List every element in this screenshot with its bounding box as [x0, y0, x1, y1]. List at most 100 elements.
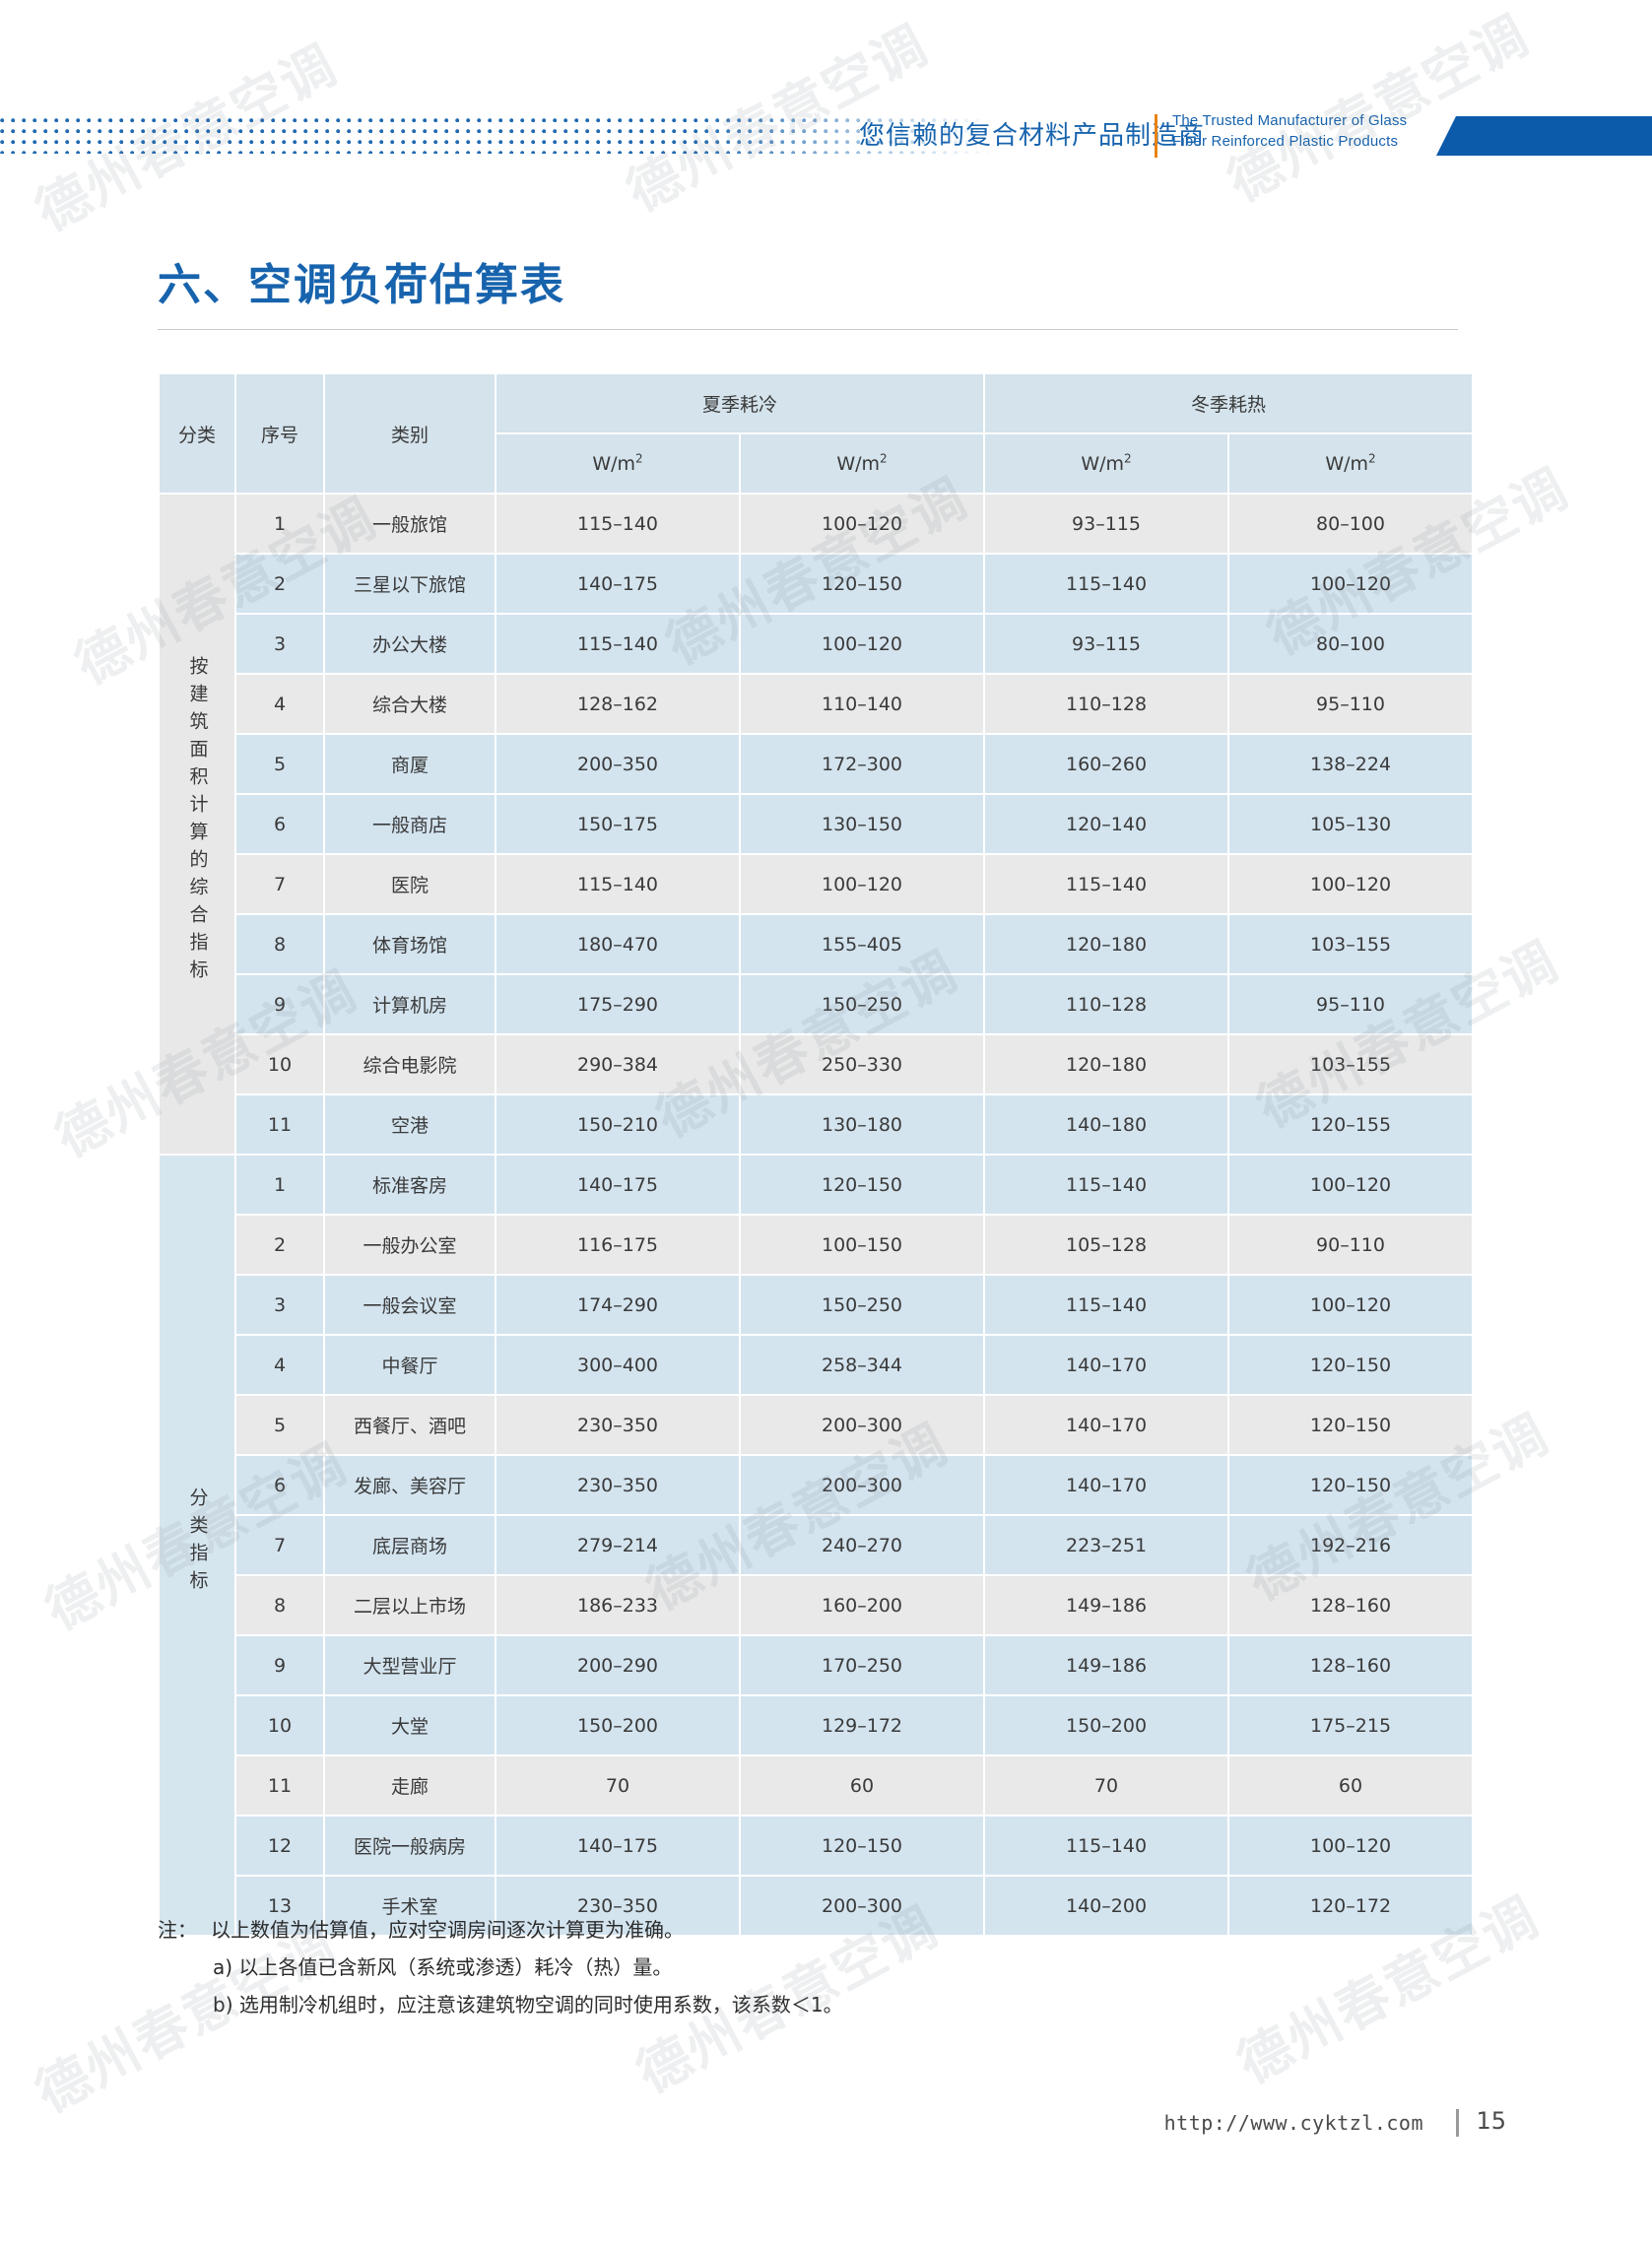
- summer-value-a: 300–400: [496, 1336, 739, 1394]
- note-line-0: 以上数值为估算值，应对空调房间逐次计算更为准确。: [211, 1918, 684, 1942]
- footer-website-url[interactable]: http://www.cyktzl.com: [1163, 2111, 1423, 2135]
- row-index-cell: 3: [236, 1276, 323, 1334]
- table-header-row-2: W/m2 W/m2 W/m2 W/m2: [160, 434, 1473, 493]
- th-index: 序号: [236, 374, 323, 493]
- summer-value-b: 200–300: [741, 1877, 984, 1935]
- winter-value-a: 115–140: [985, 1817, 1228, 1875]
- winter-value-a: 140–170: [985, 1336, 1228, 1394]
- summer-value-a: 230–350: [496, 1396, 739, 1454]
- summer-value-b: 120–150: [741, 1156, 984, 1214]
- winter-value-a: 115–140: [985, 1156, 1228, 1214]
- row-index-cell: 10: [236, 1696, 323, 1754]
- row-type-cell: 走廊: [325, 1756, 495, 1815]
- winter-value-a: 140–180: [985, 1095, 1228, 1154]
- row-index-cell: 1: [236, 1156, 323, 1214]
- row-index-cell: 10: [236, 1035, 323, 1093]
- unit-exponent: 2: [1124, 451, 1132, 466]
- summer-value-b: 250–330: [741, 1035, 984, 1093]
- table-head: 分类 序号 类别 夏季耗冷 冬季耗热 W/m2 W/m2 W/m2 W/m2: [160, 374, 1473, 493]
- table-row: 9 大型营业厅 200–290 170–250 149–186 128–160: [160, 1636, 1473, 1694]
- winter-value-a: 120–140: [985, 795, 1228, 853]
- winter-value-b: 100–120: [1229, 1817, 1473, 1875]
- summer-value-b: 150–250: [741, 975, 984, 1033]
- summer-value-b: 120–150: [741, 555, 984, 613]
- summer-value-b: 110–140: [741, 675, 984, 733]
- summer-value-a: 115–140: [496, 615, 739, 673]
- table-row: 11 走廊 70 60 70 60: [160, 1756, 1473, 1815]
- row-type-cell: 三星以下旅馆: [325, 555, 495, 613]
- unit-exponent: 2: [1368, 451, 1376, 466]
- unit-exponent: 2: [880, 451, 888, 466]
- summer-value-a: 180–470: [496, 915, 739, 973]
- summer-value-b: 120–150: [741, 1817, 984, 1875]
- winter-value-a: 70: [985, 1756, 1228, 1815]
- row-type-cell: 体育场馆: [325, 915, 495, 973]
- load-table-wrapper: 分类 序号 类别 夏季耗冷 冬季耗热 W/m2 W/m2 W/m2 W/m2 按…: [158, 372, 1473, 1937]
- winter-value-b: 100–120: [1229, 1156, 1473, 1214]
- summer-value-b: 130–150: [741, 795, 984, 853]
- winter-value-b: 138–224: [1229, 735, 1473, 793]
- row-type-cell: 计算机房: [325, 975, 495, 1033]
- winter-value-a: 140–170: [985, 1396, 1228, 1454]
- table-row: 7 医院 115–140 100–120 115–140 100–120: [160, 855, 1473, 913]
- winter-value-a: 115–140: [985, 555, 1228, 613]
- unit-label: W/m: [836, 452, 881, 475]
- category-label: 按建筑面积计算的综合指标: [186, 656, 209, 987]
- winter-value-b: 120–150: [1229, 1336, 1473, 1394]
- th-category: 分类: [160, 374, 234, 493]
- winter-value-b: 80–100: [1229, 495, 1473, 553]
- header-dot-pattern: [0, 118, 995, 154]
- summer-value-b: 60: [741, 1756, 984, 1815]
- summer-value-b: 129–172: [741, 1696, 984, 1754]
- footer-page-number: 15: [1476, 2107, 1506, 2135]
- row-index-cell: 8: [236, 1576, 323, 1634]
- row-type-cell: 一般商店: [325, 795, 495, 853]
- winter-value-b: 100–120: [1229, 555, 1473, 613]
- header-divider: [1155, 114, 1157, 158]
- row-index-cell: 6: [236, 1456, 323, 1514]
- row-type-cell: 大堂: [325, 1696, 495, 1754]
- summer-value-a: 115–140: [496, 855, 739, 913]
- table-row: 5 商厦 200–350 172–300 160–260 138–224: [160, 735, 1473, 793]
- winter-value-b: 192–216: [1229, 1516, 1473, 1574]
- winter-value-b: 105–130: [1229, 795, 1473, 853]
- table-row: 4 综合大楼 128–162 110–140 110–128 95–110: [160, 675, 1473, 733]
- table-body: 按建筑面积计算的综合指标 1 一般旅馆 115–140 100–120 93–115 80–…: [160, 495, 1473, 1935]
- th-unit-summer-b: W/m2: [741, 434, 984, 493]
- row-index-cell: 5: [236, 735, 323, 793]
- row-index-cell: 7: [236, 855, 323, 913]
- row-index-cell: 13: [236, 1877, 323, 1935]
- row-index-cell: 4: [236, 675, 323, 733]
- summer-value-a: 150–175: [496, 795, 739, 853]
- page-header: 您信赖的复合材料产品制造商 The Trusted Manufacturer o…: [0, 0, 1652, 172]
- th-unit-summer-a: W/m2: [496, 434, 739, 493]
- row-index-cell: 2: [236, 555, 323, 613]
- note-line-a: a) 以上各值已含新风（系统或渗透）耗冷（热）量。: [213, 1955, 673, 1979]
- table-row: 4 中餐厅 300–400 258–344 140–170 120–150: [160, 1336, 1473, 1394]
- summer-value-a: 140–175: [496, 1817, 739, 1875]
- winter-value-b: 175–215: [1229, 1696, 1473, 1754]
- row-index-cell: 6: [236, 795, 323, 853]
- winter-value-a: 160–260: [985, 735, 1228, 793]
- row-type-cell: 中餐厅: [325, 1336, 495, 1394]
- table-header-row-1: 分类 序号 类别 夏季耗冷 冬季耗热: [160, 374, 1473, 493]
- table-row: 8 二层以上市场 186–233 160–200 149–186 128–160: [160, 1576, 1473, 1634]
- unit-label: W/m: [1325, 452, 1369, 475]
- header-slogan-en: The Trusted Manufacturer of Glass Fiber …: [1172, 110, 1407, 152]
- winter-value-b: 128–160: [1229, 1576, 1473, 1634]
- row-type-cell: 办公大楼: [325, 615, 495, 673]
- summer-value-a: 128–162: [496, 675, 739, 733]
- winter-value-a: 149–186: [985, 1576, 1228, 1634]
- table-row: 7 底层商场 279–214 240–270 223–251 192–216: [160, 1516, 1473, 1574]
- table-row: 2 一般办公室 116–175 100–150 105–128 90–110: [160, 1216, 1473, 1274]
- winter-value-b: 128–160: [1229, 1636, 1473, 1694]
- winter-value-a: 140–170: [985, 1456, 1228, 1514]
- winter-value-b: 95–110: [1229, 675, 1473, 733]
- row-index-cell: 12: [236, 1817, 323, 1875]
- table-row: 5 西餐厅、酒吧 230–350 200–300 140–170 120–150: [160, 1396, 1473, 1454]
- header-slogan-en-line2: Fiber Reinforced Plastic Products: [1172, 133, 1399, 150]
- row-type-cell: 医院: [325, 855, 495, 913]
- row-index-cell: 8: [236, 915, 323, 973]
- summer-value-b: 258–344: [741, 1336, 984, 1394]
- summer-value-a: 140–175: [496, 1156, 739, 1214]
